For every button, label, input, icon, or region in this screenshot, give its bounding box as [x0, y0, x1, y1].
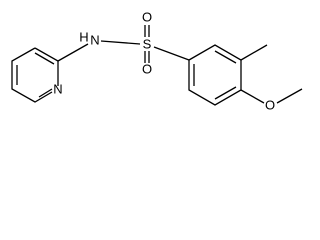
atom-label: O [142, 9, 152, 24]
atom-label: N [53, 81, 62, 96]
bond-o-methyl [276, 88, 303, 104]
atom-label: O [142, 61, 152, 76]
pyridine-double-bonds [16, 52, 55, 98]
methyl-bond [240, 44, 268, 61]
bond-s-ring [153, 46, 190, 61]
bond-ring-nh [57, 43, 89, 62]
bond-nh-s [100, 40, 141, 45]
atom-label: S [143, 36, 152, 51]
pyridine-ring [11, 47, 59, 103]
bond-ring-o [240, 89, 265, 104]
benzene-ring [188, 44, 242, 106]
bonds [11, 25, 303, 106]
molecule-diagram: N H N S O O O [11, 9, 303, 112]
atom-label: O [265, 97, 275, 112]
benzene-double-bonds [193, 50, 237, 100]
atom-labels: N H N S O O O [53, 9, 275, 112]
bond-s-o-top [144, 25, 150, 37]
atom-label: N [90, 32, 99, 47]
atom-label: H [79, 29, 88, 44]
bond-s-o-bottom [144, 51, 150, 63]
